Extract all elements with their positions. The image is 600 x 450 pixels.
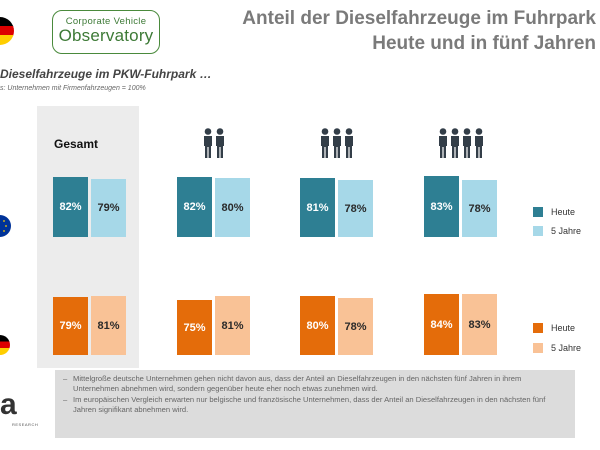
corporate-vehicle-observatory-logo: Corporate Vehicle Observatory: [52, 10, 160, 54]
germany-flag-bottom-icon: [0, 335, 10, 355]
bar-value-label: 83%: [430, 200, 453, 213]
person-icon: [438, 128, 448, 163]
bar-europe-today-2: 81%: [300, 178, 335, 237]
legend-europe-5y-label: 5 Jahre: [551, 226, 582, 236]
bar-value-label: 81%: [97, 319, 120, 332]
person-icon: [344, 128, 354, 163]
bar-europe-5y-1: 80%: [215, 178, 250, 237]
person-icon: [320, 128, 330, 163]
bar-value-label: 82%: [183, 201, 206, 213]
bar-europe-5y-3: 78%: [462, 180, 497, 237]
bar-value-label: 79%: [59, 320, 82, 332]
person-icon: [215, 128, 225, 163]
legend-germany-today-label: Heute: [551, 323, 576, 333]
bar-germany-5y-2: 78%: [338, 298, 373, 355]
bar-value-label: 81%: [306, 201, 329, 214]
bar-value-label: 75%: [183, 321, 206, 334]
bar-value-label: 78%: [344, 320, 367, 333]
bar-germany-5y-0: 81%: [91, 296, 126, 355]
bar-value-label: 80%: [306, 319, 329, 332]
bar-europe-today-3: 83%: [424, 176, 459, 237]
gesamt-label: Gesamt: [54, 137, 99, 151]
bar-value-label: 80%: [221, 201, 244, 214]
bar-germany-today-2: 80%: [300, 296, 335, 355]
note-item: Im europäischen Vergleich erwarten nur b…: [63, 395, 567, 415]
chart-basis: s: Unternehmen mit Firmenfahrzeugen = 10…: [0, 85, 146, 92]
bar-germany-today-1: 75%: [177, 300, 212, 355]
chart-subtitle: Dieselfahrzeuge im PKW-Fuhrpark …: [0, 67, 212, 81]
bar-europe-today-1: 82%: [177, 177, 212, 237]
bar-germany-today-0: 79%: [53, 297, 88, 355]
person-icon: [474, 128, 484, 163]
bar-value-label: 82%: [59, 201, 82, 213]
bar-value-label: 79%: [97, 202, 120, 214]
legend-germany-today-swatch: [533, 323, 543, 333]
bar-germany-today-3: 84%: [424, 294, 459, 355]
bar-germany-5y-1: 81%: [215, 296, 250, 355]
bar-europe-5y-0: 79%: [91, 179, 126, 237]
logo-line1: Corporate Vehicle: [65, 16, 147, 27]
brand-tagline: RESEARCH: [12, 422, 39, 427]
bar-value-label: 83%: [468, 318, 491, 331]
person-icon: [332, 128, 342, 163]
legend-europe-today-label: Heute: [551, 207, 576, 217]
legend-germany-5y-swatch: [533, 343, 543, 353]
page-title-line2: Heute und in fünf Jahren: [372, 33, 596, 54]
person-icon: [450, 128, 460, 163]
eu-flag-icon: [0, 215, 11, 237]
page-title-line1: Anteil der Dieselfahrzeuge im Fuhrpark: [242, 8, 596, 29]
bar-europe-5y-2: 78%: [338, 180, 373, 237]
bar-value-label: 78%: [344, 202, 367, 215]
bar-europe-today-0: 82%: [53, 177, 88, 237]
bar-germany-5y-3: 83%: [462, 294, 497, 355]
legend-europe-today-swatch: [533, 207, 543, 217]
legend-germany-5y-label: 5 Jahre: [551, 343, 582, 353]
brand-logo: a: [0, 388, 17, 421]
notes-box: Mittelgroße deutsche Unternehmen gehen n…: [55, 370, 575, 438]
person-icon: [203, 128, 213, 163]
note-item: Mittelgroße deutsche Unternehmen gehen n…: [63, 374, 567, 394]
logo-line2: Observatory: [58, 26, 154, 45]
person-icon: [462, 128, 472, 163]
germany-flag-top-icon: [0, 17, 14, 45]
bar-value-label: 81%: [221, 319, 244, 332]
bar-value-label: 84%: [430, 318, 453, 331]
bar-value-label: 78%: [468, 202, 491, 215]
legend-europe-5y-swatch: [533, 226, 543, 236]
